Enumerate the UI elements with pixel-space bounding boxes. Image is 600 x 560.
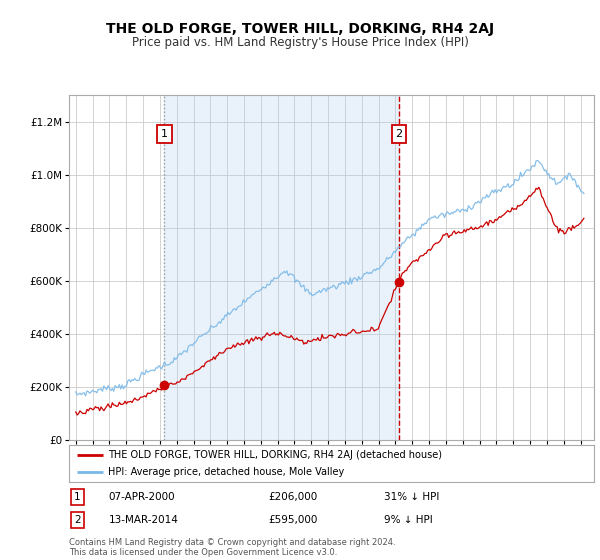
Text: 07-APR-2000: 07-APR-2000: [109, 492, 175, 502]
Text: Contains HM Land Registry data © Crown copyright and database right 2024.
This d: Contains HM Land Registry data © Crown c…: [69, 538, 395, 557]
Text: 13-MAR-2014: 13-MAR-2014: [109, 515, 178, 525]
Text: 2: 2: [74, 515, 81, 525]
Text: 9% ↓ HPI: 9% ↓ HPI: [384, 515, 433, 525]
Text: THE OLD FORGE, TOWER HILL, DORKING, RH4 2AJ (detached house): THE OLD FORGE, TOWER HILL, DORKING, RH4 …: [109, 450, 442, 460]
Text: 31% ↓ HPI: 31% ↓ HPI: [384, 492, 439, 502]
Text: HPI: Average price, detached house, Mole Valley: HPI: Average price, detached house, Mole…: [109, 467, 344, 477]
Text: £206,000: £206,000: [269, 492, 318, 502]
Text: £595,000: £595,000: [269, 515, 318, 525]
Text: THE OLD FORGE, TOWER HILL, DORKING, RH4 2AJ: THE OLD FORGE, TOWER HILL, DORKING, RH4 …: [106, 22, 494, 36]
Text: 1: 1: [161, 129, 168, 139]
Text: Price paid vs. HM Land Registry's House Price Index (HPI): Price paid vs. HM Land Registry's House …: [131, 36, 469, 49]
Bar: [164, 95, 399, 440]
Text: 2: 2: [395, 129, 403, 139]
Text: 1: 1: [74, 492, 81, 502]
